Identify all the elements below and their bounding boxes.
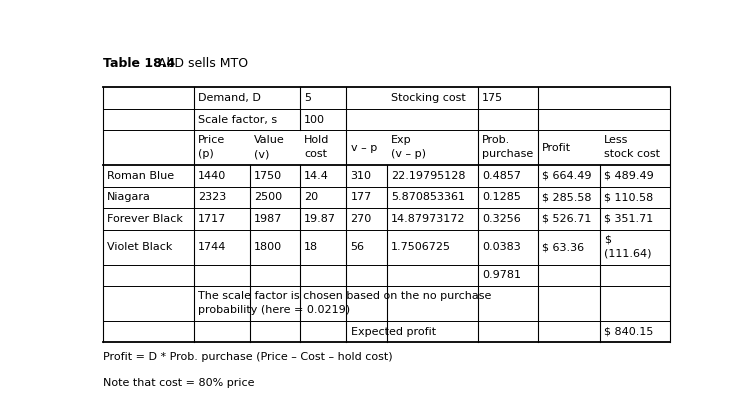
Text: 100: 100 [304, 115, 325, 125]
Text: Note that cost = 80% price: Note that cost = 80% price [103, 378, 254, 388]
Text: 0.3256: 0.3256 [482, 214, 521, 224]
Text: 1.7506725: 1.7506725 [391, 242, 450, 252]
Text: Value: Value [254, 135, 284, 145]
Text: Profit: Profit [542, 143, 572, 153]
Text: 5: 5 [304, 93, 311, 103]
Text: 18: 18 [304, 242, 318, 252]
Text: $ 351.71: $ 351.71 [605, 214, 653, 224]
Text: $ 285.58: $ 285.58 [542, 192, 592, 203]
Text: Demand, D: Demand, D [198, 93, 261, 103]
Text: 14.4: 14.4 [304, 171, 329, 181]
Text: 0.9781: 0.9781 [482, 270, 521, 280]
Text: 1800: 1800 [254, 242, 282, 252]
Text: $ 840.15: $ 840.15 [605, 327, 653, 337]
Text: Stocking cost: Stocking cost [391, 93, 465, 103]
Text: 0.0383: 0.0383 [482, 242, 521, 252]
Text: $: $ [605, 234, 611, 245]
Text: (v): (v) [254, 149, 269, 159]
Text: $ 489.49: $ 489.49 [605, 171, 654, 181]
Text: 19.87: 19.87 [304, 214, 336, 224]
Text: Violet Black: Violet Black [107, 242, 172, 252]
Text: Scale factor, s: Scale factor, s [198, 115, 277, 125]
Text: AbD sells MTO: AbD sells MTO [158, 57, 248, 70]
Text: 56: 56 [350, 242, 365, 252]
Text: Less: Less [605, 135, 629, 145]
Text: $ 63.36: $ 63.36 [542, 242, 584, 252]
Text: probability (here = 0.0219): probability (here = 0.0219) [198, 305, 350, 315]
Text: 177: 177 [350, 192, 371, 203]
Text: Forever Black: Forever Black [107, 214, 183, 224]
Text: $ 526.71: $ 526.71 [542, 214, 592, 224]
Text: Expected profit: Expected profit [350, 327, 435, 337]
Text: Table 18.4: Table 18.4 [103, 57, 175, 70]
Text: $ 664.49: $ 664.49 [542, 171, 592, 181]
Text: 0.4857: 0.4857 [482, 171, 521, 181]
Text: 14.87973172: 14.87973172 [391, 214, 465, 224]
Text: 1750: 1750 [254, 171, 282, 181]
Text: 1440: 1440 [198, 171, 226, 181]
Text: Hold: Hold [304, 135, 329, 145]
Text: (v – p): (v – p) [391, 149, 426, 159]
Text: 5.870853361: 5.870853361 [391, 192, 465, 203]
Text: Prob.: Prob. [482, 135, 511, 145]
Text: $ 110.58: $ 110.58 [605, 192, 653, 203]
Text: 1717: 1717 [198, 214, 226, 224]
Text: The scale factor is chosen based on the no purchase: The scale factor is chosen based on the … [198, 291, 492, 301]
Text: Price: Price [198, 135, 226, 145]
Text: 310: 310 [350, 171, 371, 181]
Text: 1987: 1987 [254, 214, 282, 224]
Text: 175: 175 [482, 93, 503, 103]
Text: stock cost: stock cost [605, 149, 660, 159]
Text: v – p: v – p [350, 143, 377, 153]
Text: 2500: 2500 [254, 192, 282, 203]
Text: 2323: 2323 [198, 192, 226, 203]
Text: (111.64): (111.64) [605, 248, 652, 259]
Text: 22.19795128: 22.19795128 [391, 171, 465, 181]
Text: cost: cost [304, 149, 327, 159]
Text: Exp: Exp [391, 135, 411, 145]
Text: 0.1285: 0.1285 [482, 192, 521, 203]
Text: (p): (p) [198, 149, 214, 159]
Text: 1744: 1744 [198, 242, 226, 252]
Text: Niagara: Niagara [107, 192, 150, 203]
Text: 20: 20 [304, 192, 318, 203]
Text: Profit = D * Prob. purchase (Price – Cost – hold cost): Profit = D * Prob. purchase (Price – Cos… [103, 352, 393, 362]
Text: Roman Blue: Roman Blue [107, 171, 174, 181]
Text: purchase: purchase [482, 149, 533, 159]
Text: 270: 270 [350, 214, 371, 224]
